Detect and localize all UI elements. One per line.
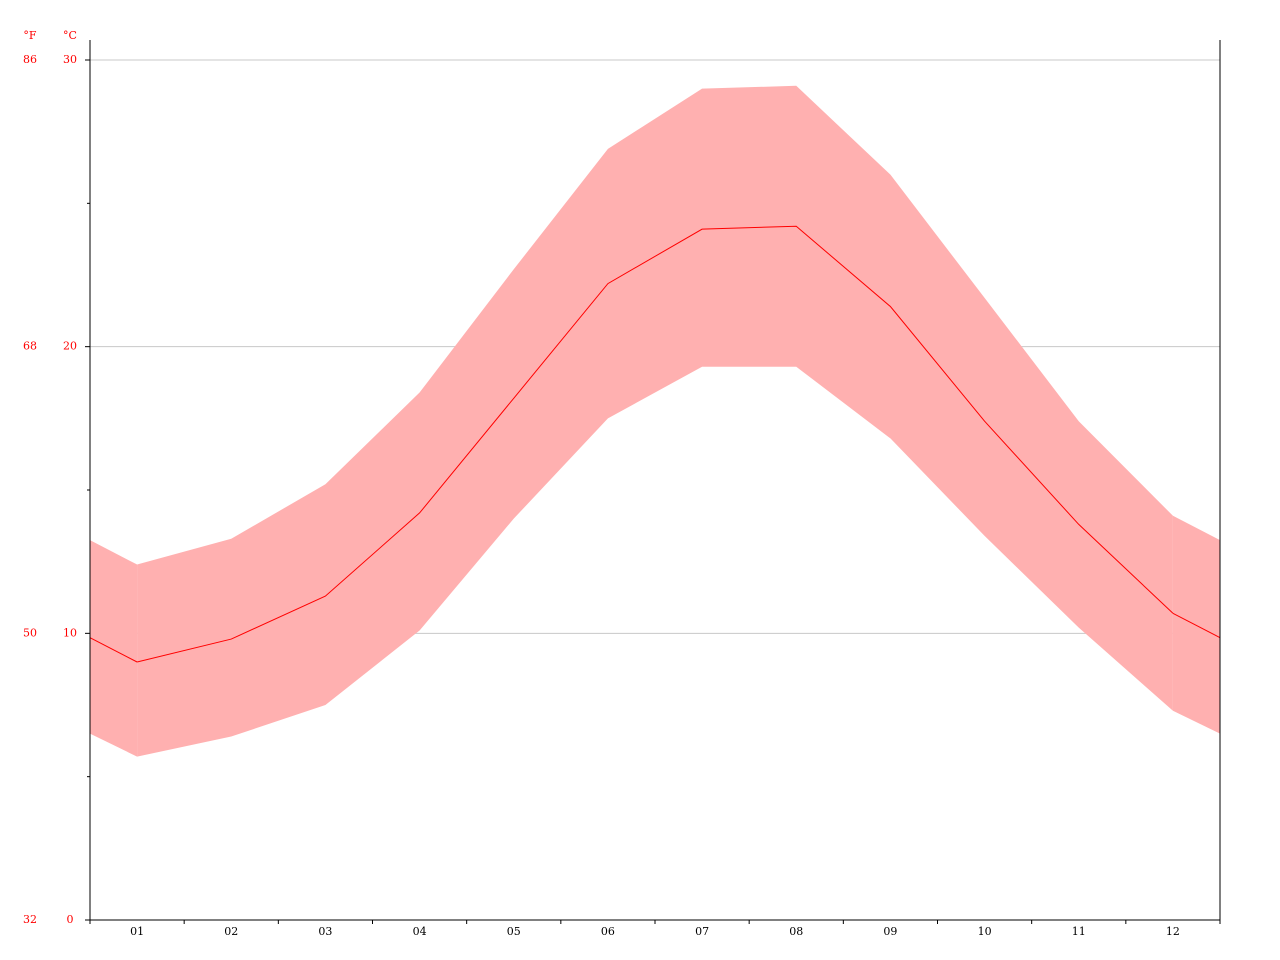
y-tick-label: 30 bbox=[63, 53, 77, 66]
x-tick-label: 09 bbox=[883, 925, 897, 938]
y-tick-label: 10 bbox=[63, 626, 77, 639]
x-tick-label: 12 bbox=[1166, 925, 1180, 938]
band-edge bbox=[90, 540, 138, 757]
x-tick-label: 05 bbox=[507, 925, 521, 938]
y2-tick-label: 68 bbox=[23, 340, 37, 353]
band-edge bbox=[1172, 515, 1220, 734]
x-tick-label: 07 bbox=[695, 925, 709, 938]
x-tick-label: 01 bbox=[130, 925, 144, 938]
line-edge bbox=[1172, 612, 1221, 639]
line bbox=[136, 225, 1174, 663]
x-tick-label: 03 bbox=[318, 925, 332, 938]
y-unit: °C bbox=[63, 29, 77, 42]
y-tick-label: 20 bbox=[63, 340, 77, 353]
x-tick-label: 11 bbox=[1072, 925, 1086, 938]
x-tick-label: 08 bbox=[789, 925, 803, 938]
y2-tick-label: 86 bbox=[23, 53, 37, 66]
y2-tick-label: 50 bbox=[23, 626, 37, 639]
x-tick-label: 10 bbox=[978, 925, 992, 938]
band bbox=[137, 85, 1173, 757]
y2-unit: °F bbox=[23, 29, 37, 42]
y-tick-label: 0 bbox=[67, 913, 74, 926]
y2-tick-label: 32 bbox=[23, 913, 37, 926]
line-edge bbox=[89, 637, 138, 663]
x-tick-label: 06 bbox=[601, 925, 615, 938]
x-tick-label: 02 bbox=[224, 925, 238, 938]
x-tick-label: 04 bbox=[413, 925, 427, 938]
